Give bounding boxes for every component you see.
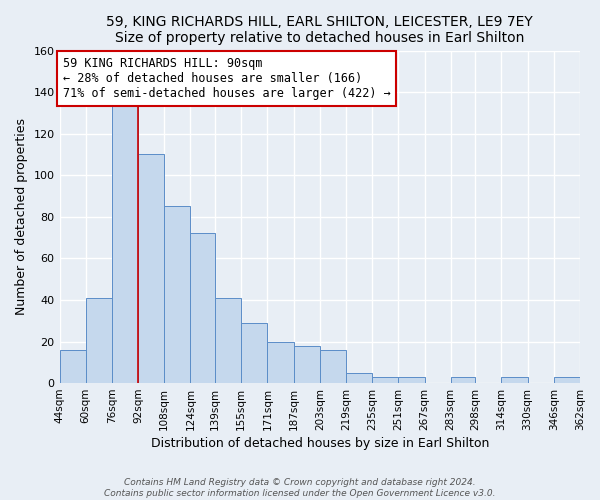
Bar <box>215 298 241 383</box>
Bar <box>59 350 86 383</box>
Bar <box>502 377 527 383</box>
Text: 59 KING RICHARDS HILL: 90sqm
← 28% of detached houses are smaller (166)
71% of s: 59 KING RICHARDS HILL: 90sqm ← 28% of de… <box>63 57 391 100</box>
Bar <box>372 377 398 383</box>
Bar <box>293 346 320 383</box>
Bar <box>164 206 190 383</box>
Bar <box>398 377 425 383</box>
Title: 59, KING RICHARDS HILL, EARL SHILTON, LEICESTER, LE9 7EY
Size of property relati: 59, KING RICHARDS HILL, EARL SHILTON, LE… <box>106 15 533 45</box>
Bar <box>190 234 215 383</box>
Text: Contains HM Land Registry data © Crown copyright and database right 2024.
Contai: Contains HM Land Registry data © Crown c… <box>104 478 496 498</box>
Bar <box>268 342 293 383</box>
Bar <box>138 154 164 383</box>
Bar <box>346 372 372 383</box>
X-axis label: Distribution of detached houses by size in Earl Shilton: Distribution of detached houses by size … <box>151 437 489 450</box>
Bar <box>241 323 268 383</box>
Bar <box>554 377 580 383</box>
Y-axis label: Number of detached properties: Number of detached properties <box>15 118 28 316</box>
Bar <box>320 350 346 383</box>
Bar <box>112 104 138 383</box>
Bar <box>451 377 475 383</box>
Bar <box>86 298 112 383</box>
